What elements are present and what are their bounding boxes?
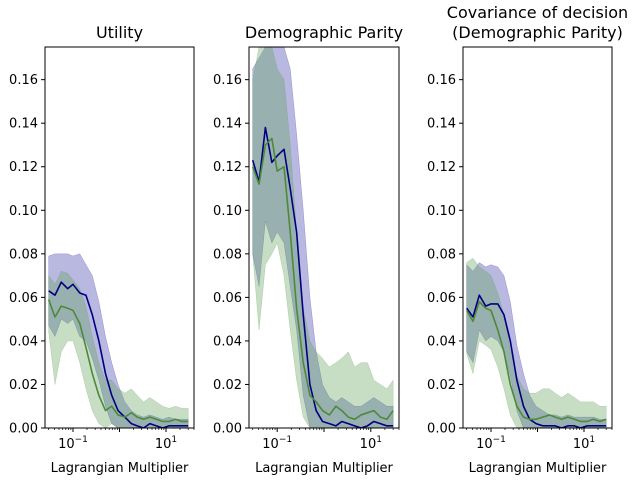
y-tick-label: 0.00: [213, 422, 242, 437]
x-tick-base: 10: [573, 437, 590, 452]
x-tick-exponent: 1: [171, 435, 177, 445]
y-tick-label: 0.06: [9, 291, 38, 306]
y-tick-label: 0.00: [9, 422, 38, 437]
y-tick-label: 0.10: [9, 204, 38, 219]
series-line-2: [47, 299, 189, 423]
x-axis-label: Lagrangian Multiplier: [469, 461, 607, 476]
y-tick-label: 0.12: [213, 160, 242, 175]
confidence-band-2: [48, 270, 189, 428]
y-tick-label: 0.08: [427, 247, 456, 262]
y-tick-label: 0.14: [9, 117, 38, 132]
y-tick-label: 0.06: [213, 291, 242, 306]
chart-title: (Demographic Parity): [452, 23, 623, 42]
plot-area: [251, 47, 394, 428]
confidence-band-2: [466, 257, 607, 428]
x-tick-exponent: −1: [75, 435, 88, 445]
chart-panel-3: 0.000.020.040.060.080.100.120.140.1610−1…: [427, 3, 628, 476]
y-tick-label: 0.04: [9, 334, 38, 349]
confidence-band-1: [252, 47, 394, 428]
y-tick-label: 0.04: [427, 334, 456, 349]
x-tick-base: 10: [58, 437, 75, 452]
axes-frame: [462, 46, 613, 429]
y-tick-label: 0.16: [427, 73, 456, 88]
confidence-band-2: [252, 47, 394, 428]
x-tick-label: 101: [360, 435, 382, 452]
x-tick-label: 10−1: [262, 435, 292, 452]
x-axis-label: Lagrangian Multiplier: [255, 461, 393, 476]
y-tick-label: 0.02: [427, 378, 456, 393]
x-tick-label: 101: [573, 435, 595, 452]
confidence-band-1: [48, 253, 189, 428]
y-tick-label: 0.12: [9, 160, 38, 175]
y-tick-label: 0.02: [9, 378, 38, 393]
series-line-2: [465, 300, 607, 423]
chart-title: Demographic Parity: [245, 23, 403, 42]
x-tick-exponent: −1: [493, 435, 506, 445]
y-tick-label: 0.14: [427, 117, 456, 132]
x-tick-label: 10−1: [476, 435, 506, 452]
x-tick-label: 10−1: [58, 435, 88, 452]
y-tick-label: 0.16: [213, 73, 242, 88]
chart-panel-1: 0.000.020.040.060.080.100.120.140.1610−1…: [9, 23, 195, 476]
chart-title: Covariance of decision: [447, 3, 628, 22]
y-tick-label: 0.10: [213, 204, 242, 219]
confidence-band-1: [466, 262, 607, 428]
y-tick-label: 0.06: [427, 291, 456, 306]
y-tick-label: 0.08: [213, 247, 242, 262]
y-tick-label: 0.14: [213, 117, 242, 132]
y-tick-label: 0.12: [427, 160, 456, 175]
x-tick-exponent: 1: [589, 435, 595, 445]
plot-area: [47, 253, 189, 428]
chart-panel-2: 0.000.020.040.060.080.100.120.140.1610−1…: [213, 23, 403, 476]
y-tick-label: 0.00: [427, 422, 456, 437]
axes-frame: [44, 46, 195, 429]
x-tick-label: 101: [155, 435, 177, 452]
y-tick-label: 0.02: [213, 378, 242, 393]
x-tick-exponent: 1: [376, 435, 382, 445]
y-tick-label: 0.04: [213, 334, 242, 349]
x-tick-base: 10: [360, 437, 377, 452]
series-line-1: [466, 294, 607, 428]
plot-area: [465, 257, 607, 428]
x-tick-base: 10: [155, 437, 172, 452]
y-tick-label: 0.16: [9, 73, 38, 88]
series-line-2: [251, 137, 394, 421]
y-tick-label: 0.10: [427, 204, 456, 219]
y-tick-label: 0.08: [9, 247, 38, 262]
chart-title: Utility: [96, 23, 143, 42]
series-line-1: [48, 281, 189, 428]
x-tick-base: 10: [476, 437, 493, 452]
x-tick-exponent: −1: [279, 435, 292, 445]
x-tick-base: 10: [262, 437, 279, 452]
x-axis-label: Lagrangian Multiplier: [51, 461, 189, 476]
